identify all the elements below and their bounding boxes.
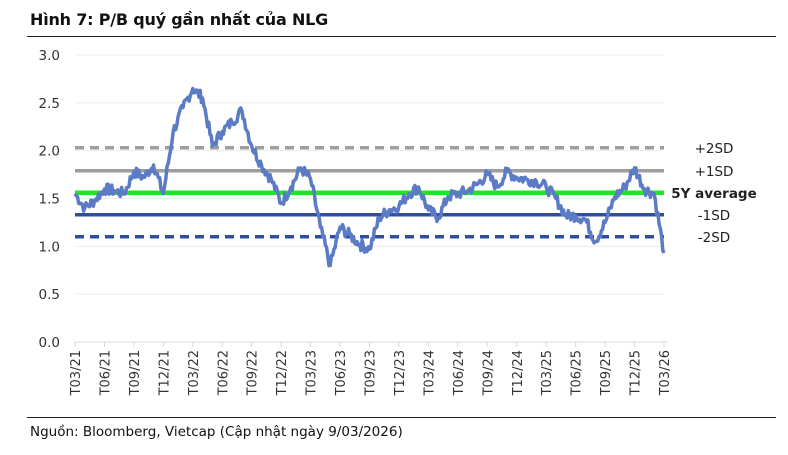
figure-title: Hình 7: P/B quý gần nhất của NLG [30, 10, 329, 29]
reference-labels: +2SD +1SD 5Y average -1SD -2SD [671, 141, 757, 246]
ref-label--2sd: +2SD [695, 141, 734, 157]
ref-label--1sd: -1SD [698, 208, 730, 224]
ref-label--1sd: +1SD [695, 164, 734, 180]
y-tick-label: 0.0 [39, 335, 60, 351]
series-line-pb [73, 86, 666, 268]
x-tick-label: T06/21 [98, 350, 113, 396]
y-tick-label: 0.5 [39, 287, 60, 303]
source-divider [27, 417, 776, 418]
series-layer [73, 86, 666, 268]
x-tick-label: T03/22 [187, 350, 202, 396]
y-tick-label: 2.5 [39, 96, 60, 112]
x-tick-label: T09/24 [481, 350, 496, 396]
x-tick-label: T06/23 [334, 350, 349, 396]
x-tick-label: T09/23 [364, 350, 379, 396]
x-tick-label: T09/25 [599, 350, 614, 396]
x-axis: T03/21 T06/21 T09/21 T12/21 T03/22 T06/22 T09/… [69, 341, 673, 396]
ref-label--2sd: -2SD [698, 230, 730, 246]
source-note: Nguồn: Bloomberg, Vietcap (Cập nhật ngày… [30, 424, 403, 440]
x-tick-label: T12/21 [157, 350, 172, 396]
x-tick-label: T12/23 [393, 350, 408, 396]
grid-lines [75, 54, 664, 295]
x-tick-label: T03/21 [69, 350, 84, 396]
x-tick-label: T12/22 [275, 350, 290, 396]
x-tick-label: T03/23 [305, 350, 320, 396]
x-tick-label: T03/24 [422, 350, 437, 396]
x-tick-label: T06/24 [452, 350, 467, 396]
y-tick-label: 1.5 [39, 192, 60, 208]
x-tick-label: T12/24 [511, 350, 526, 396]
x-tick-label: T03/26 [658, 350, 673, 396]
x-tick-label: T03/25 [540, 350, 555, 396]
pb-chart: 0.0 0.5 1.0 1.5 2.0 2.5 3.0 T03/21 T06/21 T09/21… [39, 48, 757, 396]
x-tick-label: T06/22 [216, 350, 231, 396]
x-tick-label: T06/25 [570, 350, 585, 396]
x-tick-label: T09/21 [128, 350, 143, 396]
y-axis: 0.0 0.5 1.0 1.5 2.0 2.5 3.0 [39, 48, 60, 351]
y-tick-label: 2.0 [39, 144, 60, 160]
x-tick-label: T12/25 [629, 350, 644, 396]
y-tick-label: 1.0 [39, 239, 60, 255]
x-tick-label: T09/22 [246, 350, 261, 396]
title-divider [27, 36, 776, 37]
ref-label-5y-average: 5Y average [671, 186, 757, 202]
y-tick-label: 3.0 [39, 48, 60, 64]
